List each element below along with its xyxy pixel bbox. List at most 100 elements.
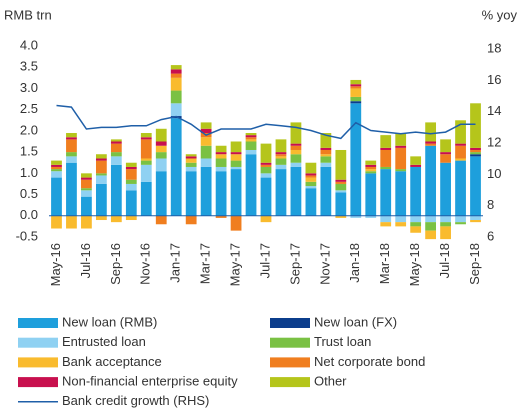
bar-segment xyxy=(440,154,451,163)
bar-segment xyxy=(215,215,227,218)
bar-segment xyxy=(170,73,182,78)
bar-segment xyxy=(470,103,481,148)
bar-segment xyxy=(66,162,77,216)
bar-segment xyxy=(365,169,377,172)
bar-segment xyxy=(140,137,152,140)
x-tick-label: Sep-18 xyxy=(467,243,482,285)
bar-segment xyxy=(170,118,182,216)
bar-segment xyxy=(110,156,122,165)
bar-segment xyxy=(155,171,167,216)
legend-swatch xyxy=(18,357,58,368)
bar-segment xyxy=(290,122,302,144)
bar-segment xyxy=(200,145,212,159)
bar-segment xyxy=(425,222,437,231)
bar-segment xyxy=(81,173,92,178)
y2-axis-label: % yoy xyxy=(482,7,518,22)
bar-segment xyxy=(170,65,182,70)
bar-segment xyxy=(95,183,107,216)
bar-segment xyxy=(335,215,347,218)
bar-segment xyxy=(95,175,107,184)
bar-segment xyxy=(230,141,242,153)
bar-segment xyxy=(66,137,77,140)
bar-segment xyxy=(365,215,377,218)
bar-segment xyxy=(110,164,122,216)
bar-segment xyxy=(320,147,332,150)
bar-segment xyxy=(335,190,347,193)
bar-segment xyxy=(425,145,437,216)
bar-segment xyxy=(230,152,242,155)
bar-segment xyxy=(125,183,137,191)
bar-segment xyxy=(305,181,317,187)
y-tick-label: -0.5 xyxy=(16,228,38,243)
bar-segment xyxy=(125,162,137,167)
bar-segment xyxy=(425,215,437,223)
bar-segment xyxy=(320,166,332,216)
bar-segment xyxy=(395,147,407,170)
bar-segment xyxy=(425,141,437,144)
bar-segment xyxy=(380,166,392,170)
bar-segment xyxy=(110,143,122,153)
y-tick-label: 3.0 xyxy=(20,80,38,95)
bar-segment xyxy=(395,215,407,223)
bar-segment xyxy=(170,103,182,117)
bar-segment xyxy=(51,160,62,165)
bar-segment xyxy=(395,222,407,227)
bar-segment xyxy=(365,171,377,174)
x-tick-label: Jul-18 xyxy=(437,243,452,278)
legend-label: New loan (FX) xyxy=(314,314,397,329)
y-tick-label: 2.5 xyxy=(20,101,38,116)
bar-segment xyxy=(245,139,257,142)
bar-segment xyxy=(185,162,197,167)
bar-segment xyxy=(215,145,227,153)
bar-segment xyxy=(440,215,451,223)
bar-segment xyxy=(140,133,152,138)
bar-segment xyxy=(51,166,62,170)
y-tick-label: 0.0 xyxy=(20,207,38,222)
bar-segment xyxy=(125,215,137,221)
bar-segment xyxy=(260,173,272,178)
bar-segment xyxy=(155,141,167,146)
bar-segment xyxy=(95,160,107,174)
legend-swatch xyxy=(18,318,58,328)
bar-segment xyxy=(380,169,392,216)
bar-segment xyxy=(260,164,272,167)
bar-segment xyxy=(215,171,227,216)
y-tick-label: 1.5 xyxy=(20,144,38,159)
x-tick-label: Mar-18 xyxy=(377,243,392,284)
bar-segment xyxy=(350,96,362,102)
bar-segment xyxy=(410,166,422,216)
bar-segment xyxy=(51,177,62,216)
legend-swatch xyxy=(18,337,58,348)
bar-segment xyxy=(155,128,167,142)
bar-segment xyxy=(51,215,62,229)
x-tick-label: Mar-17 xyxy=(198,243,213,284)
bar-segment xyxy=(470,147,481,150)
legend-label: Bank credit growth (RHS) xyxy=(62,393,209,408)
bar-segment xyxy=(140,160,152,165)
bar-segment xyxy=(66,139,77,153)
legend-label: Net corporate bond xyxy=(314,354,425,369)
bar-segment xyxy=(81,177,92,180)
bar-segment xyxy=(110,141,122,144)
bar-segment xyxy=(185,215,197,225)
bar-segment xyxy=(335,179,347,182)
x-tick-label: Sep-16 xyxy=(108,243,123,285)
bar-segment xyxy=(140,139,152,159)
legend-label: Bank acceptance xyxy=(62,354,162,369)
bar-segment xyxy=(140,181,152,216)
y2-tick-label: 12 xyxy=(487,135,501,150)
bar-segment xyxy=(440,226,451,240)
bar-segment xyxy=(245,149,257,155)
bar-segment xyxy=(95,173,107,176)
bar-segment xyxy=(335,192,347,216)
y2-tick-label: 14 xyxy=(487,103,501,118)
bar-segment xyxy=(230,215,242,231)
bar-segment xyxy=(440,162,451,216)
bar-segment xyxy=(125,166,137,170)
bar-segment xyxy=(260,162,272,165)
bar-segment xyxy=(350,84,362,87)
bar-segment xyxy=(275,164,287,170)
y2-tick-label: 18 xyxy=(487,41,501,56)
bar-segment xyxy=(110,152,122,157)
bar-segment xyxy=(290,143,302,146)
